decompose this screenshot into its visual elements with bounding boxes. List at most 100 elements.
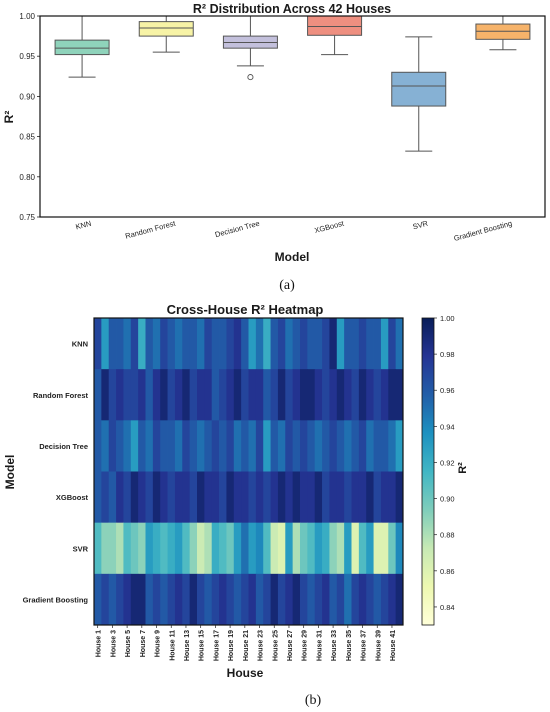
heatmap-cell [248, 573, 257, 626]
heatmap-cell [101, 318, 110, 370]
heatmap-cell [255, 522, 264, 575]
heatmap-cell [94, 522, 102, 575]
heatmap-cell [336, 369, 345, 421]
heatmap-cell [116, 318, 124, 370]
heatmap-cell [233, 369, 242, 421]
heatmap-cell [351, 471, 360, 524]
heatmap-cell [226, 471, 235, 524]
heatmap-title: Cross-House R² Heatmap [167, 302, 324, 317]
y-tick-label: 0.90 [19, 92, 35, 101]
heatmap-cell [167, 369, 176, 421]
heatmap-cell [182, 420, 191, 472]
heatmap-cell [300, 318, 308, 370]
heatmap-cell [285, 420, 294, 472]
heatmap-cell [233, 471, 242, 524]
x-tick-label: House 13 [184, 630, 191, 661]
heatmap-cell [138, 471, 146, 524]
x-tick-label: House 23 [258, 630, 265, 661]
heatmap-cell [94, 318, 102, 370]
colorbar [421, 317, 435, 626]
heatmap-cell [160, 369, 168, 421]
heatmap-cell [160, 573, 168, 626]
heatmap-cell [255, 318, 264, 370]
heatmap-cell [248, 471, 257, 524]
heatmap-cell [263, 573, 271, 626]
heatmap-cell [204, 318, 213, 370]
heatmap-cell [307, 573, 316, 626]
heatmap-cell [248, 522, 257, 575]
heatmap-cell [255, 369, 264, 421]
heatmap-cell [358, 573, 367, 626]
x-tick-label: House 7 [140, 630, 147, 657]
heatmap-cell [300, 522, 308, 575]
heatmap-cell [329, 318, 338, 370]
heatmap-cell [380, 420, 389, 472]
heatmap-cell [285, 471, 294, 524]
colorbar-tick-label: 0.96 [440, 386, 455, 395]
heatmap-cell [130, 573, 139, 626]
heatmap-cell [300, 369, 308, 421]
heatmap-cell [300, 471, 308, 524]
heatmap-cell [174, 369, 183, 421]
heatmap-cell [358, 522, 367, 575]
heatmap-cell [241, 420, 249, 472]
heatmap-cell [116, 522, 124, 575]
heatmap-cell [351, 522, 360, 575]
x-tick-label: House 21 [243, 630, 250, 661]
heatmap-cell [108, 369, 117, 421]
heatmap-cell [380, 318, 389, 370]
heatmap-cell [248, 318, 257, 370]
heatmap-cell [277, 420, 286, 472]
heatmap-cell [241, 369, 249, 421]
heatmap-cell [145, 522, 154, 575]
heatmap-cell [189, 471, 198, 524]
colorbar-tick-label: 0.88 [440, 531, 455, 540]
heatmap-cell [388, 471, 397, 524]
heatmap-cell [388, 420, 397, 472]
colorbar-tick-label: 0.84 [440, 603, 455, 612]
heatmap-cell [233, 420, 242, 472]
heatmap-cell [270, 318, 279, 370]
heatmap-cell [138, 318, 146, 370]
heatmap-cell [145, 420, 154, 472]
boxplot-title: R² Distribution Across 42 Houses [193, 2, 391, 16]
heatmap-cell [255, 420, 264, 472]
heatmap-cell [314, 522, 323, 575]
heatmap-cell [366, 522, 374, 575]
heatmap-cell [322, 573, 330, 626]
heatmap-cell [130, 471, 139, 524]
boxplot-chart: R² Distribution Across 42 Houses 0.75 0.8… [2, 2, 546, 293]
heatmap-cell [219, 471, 227, 524]
heatmap-cell [314, 369, 323, 421]
heatmap-cell [123, 318, 132, 370]
heatmap-cell [314, 471, 323, 524]
heatmap-cell [123, 420, 132, 472]
heatmap-cell [344, 573, 352, 626]
heatmap-cell [233, 522, 242, 575]
heatmap-cell [292, 573, 301, 626]
heatmap-cell [189, 369, 198, 421]
heatmap-cell [211, 318, 220, 370]
heatmap-cell [174, 318, 183, 370]
heatmap-cell [380, 471, 389, 524]
heatmap-cell [182, 522, 191, 575]
heatmap-cell [174, 522, 183, 575]
heatmap-ylabel: Model [3, 455, 17, 490]
heatmap-cell [197, 573, 205, 626]
colorbar-label: R² [457, 462, 469, 474]
heatmap-cell [197, 420, 205, 472]
box-knn [54, 39, 110, 56]
heatmap-cell [152, 522, 161, 575]
heatmap-cell [366, 369, 374, 421]
heatmap-cell [130, 420, 139, 472]
heatmap-cell [344, 420, 352, 472]
heatmap-cell [211, 573, 220, 626]
heatmap-cell [336, 522, 345, 575]
heatmap-cell [241, 573, 249, 626]
heatmap-cell [366, 420, 374, 472]
caption-b: (b) [305, 693, 322, 708]
x-tick-label: SVR [412, 218, 430, 231]
heatmap-cell [197, 522, 205, 575]
heatmap-cell [116, 420, 124, 472]
heatmap-cell [248, 420, 257, 472]
